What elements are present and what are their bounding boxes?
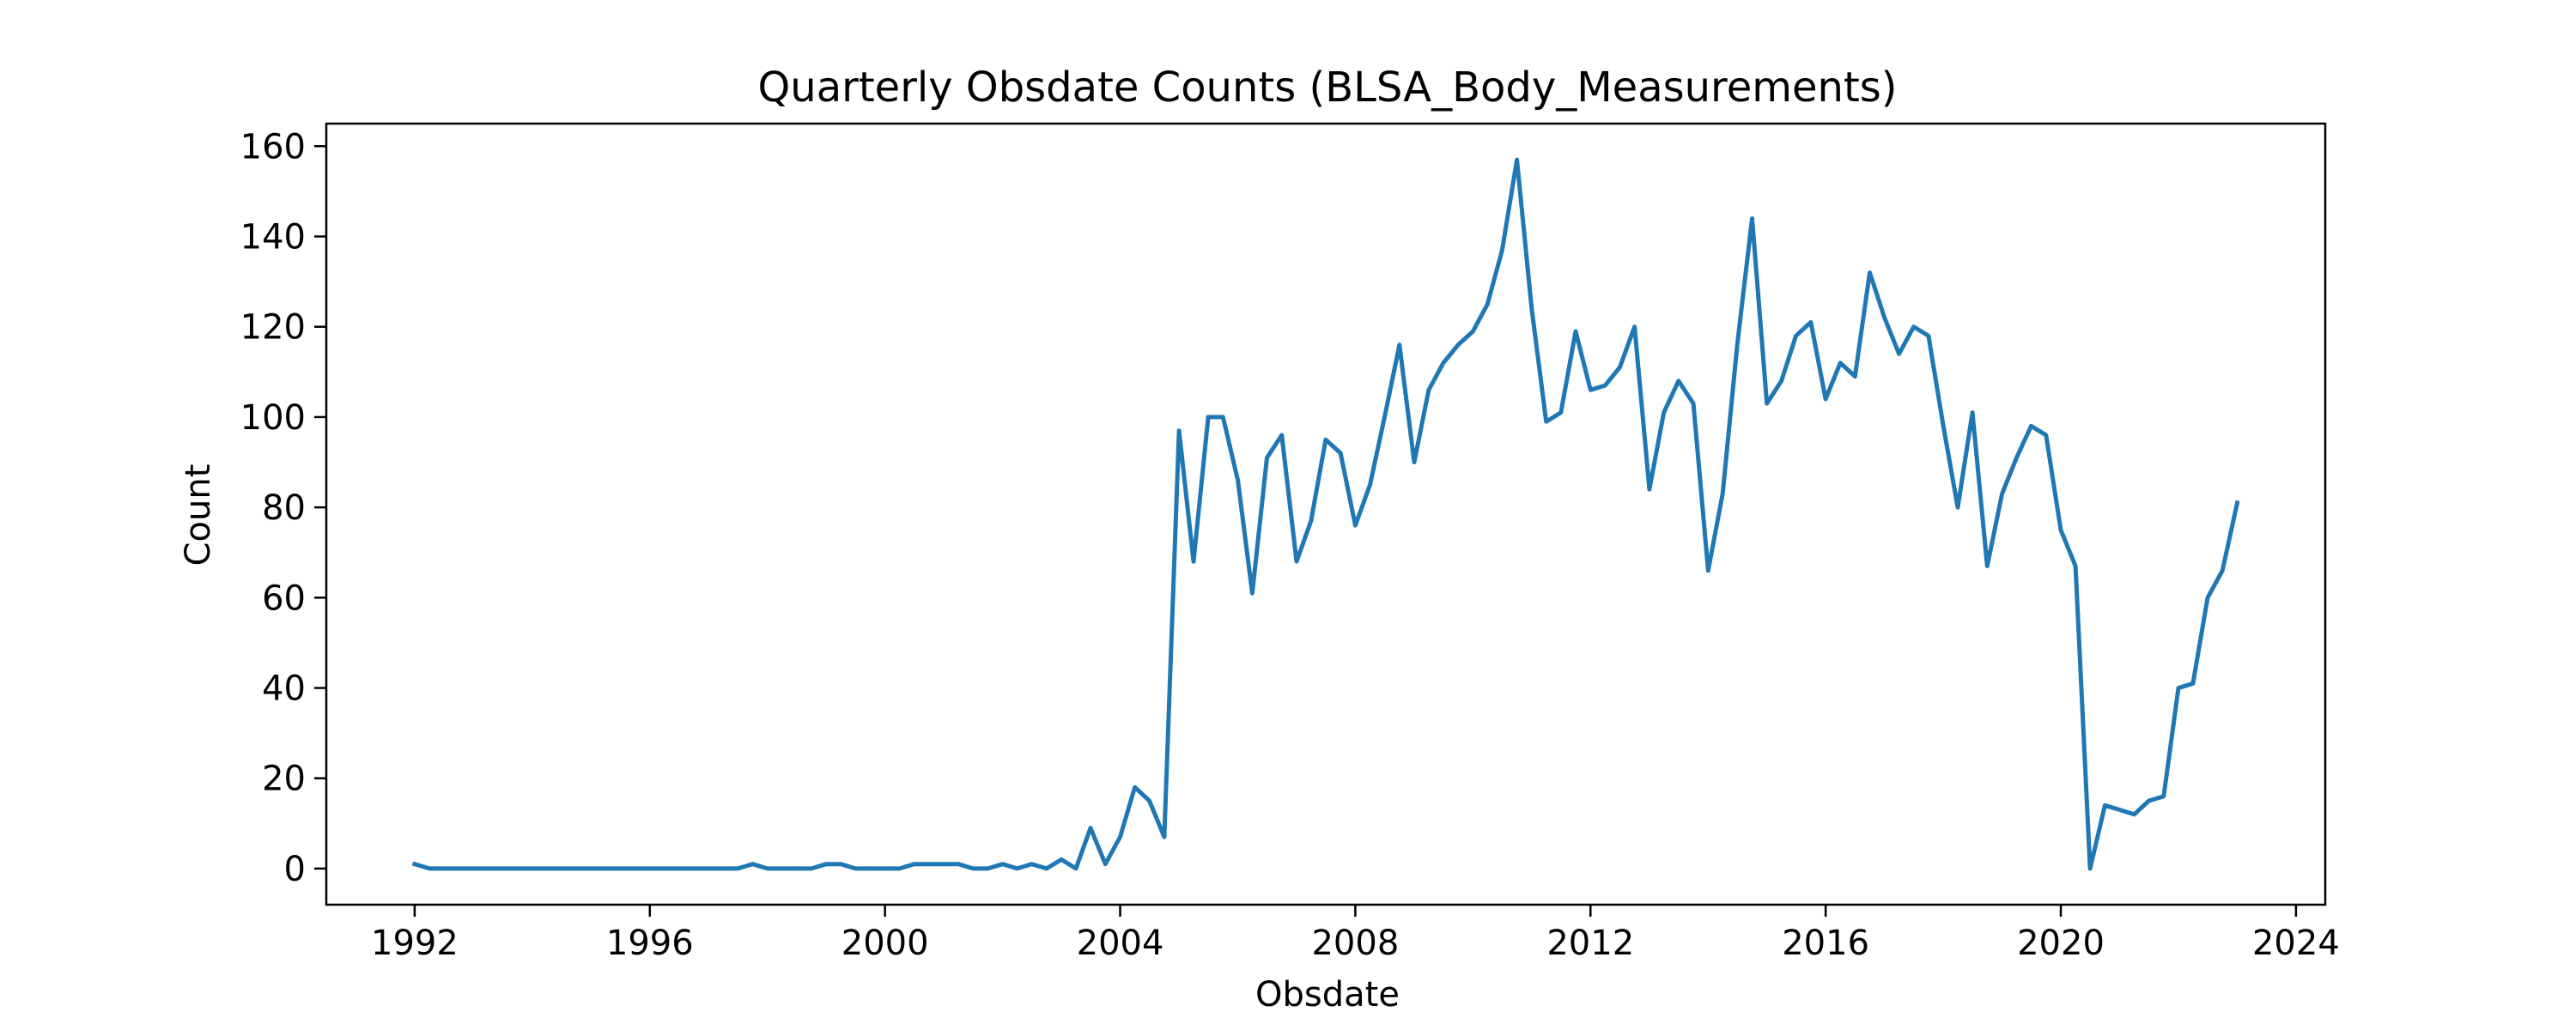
- x-tick-label: 2012: [1546, 924, 1634, 963]
- x-tick-label: 1996: [606, 924, 694, 963]
- y-tick-label: 80: [262, 488, 306, 528]
- y-tick-label: 160: [240, 127, 306, 167]
- plot-area: [325, 122, 2327, 906]
- series-line-0: [411, 157, 2240, 871]
- y-tick-label: 100: [240, 398, 306, 438]
- x-tick-label: 2016: [1782, 924, 1869, 963]
- y-tick-label: 120: [240, 308, 306, 348]
- chart-title: Quarterly Obsdate Counts (BLSA_Body_Meas…: [757, 64, 1897, 112]
- y-tick-label: 20: [262, 760, 306, 799]
- x-tick-label: 2024: [2252, 924, 2340, 963]
- x-axis-label: Obsdate: [1255, 975, 1400, 1015]
- x-tick-label: 2000: [841, 924, 929, 963]
- x-tick-label: 2004: [1077, 924, 1164, 963]
- y-axis: 0 20 40 60 80 100 120 140 160: [240, 127, 326, 889]
- y-tick-label: 140: [240, 218, 306, 258]
- y-tick-label: 0: [284, 850, 306, 889]
- x-tick-label: 2020: [2017, 924, 2105, 963]
- x-tick-label: 2008: [1311, 924, 1399, 963]
- y-axis-label: Count: [179, 464, 218, 566]
- y-tick-label: 60: [262, 579, 306, 618]
- x-tick-label: 1992: [371, 924, 459, 963]
- series-layer: [411, 157, 2240, 871]
- x-axis: 1992 1996 2000 2004 2008 2012 2016 2020 2024: [371, 905, 2340, 963]
- y-tick-label: 40: [262, 670, 306, 709]
